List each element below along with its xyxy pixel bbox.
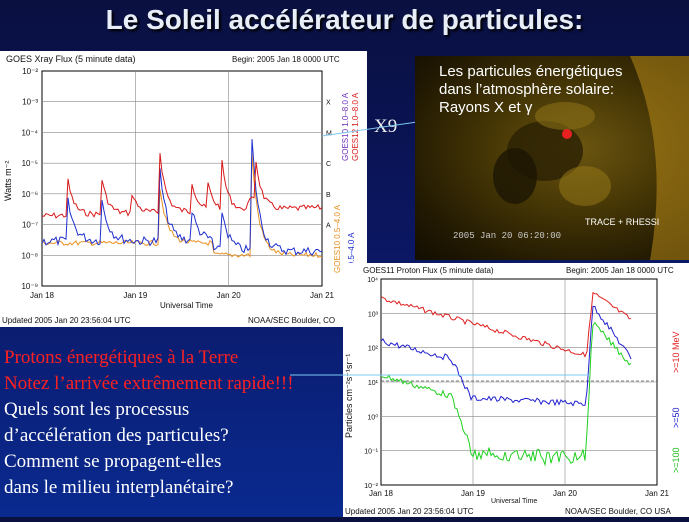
proton-ytick: 10⁻² <box>364 483 378 490</box>
xray-class-label: C <box>326 161 331 168</box>
xray-class-label: X <box>326 100 331 107</box>
proton-ylabel: Particles cm⁻²s⁻¹sr⁻¹ <box>344 354 354 438</box>
proton-ytick: 10⁻¹ <box>364 449 378 456</box>
xray-xtick: Jan 18 <box>30 291 55 300</box>
xray-series-short <box>41 139 323 257</box>
xray-legend-2: GOES12 1.0–8.0 A <box>351 92 360 161</box>
proton-ytick: 10⁴ <box>367 277 378 284</box>
xray-ytick: 10⁻⁷ <box>22 221 38 230</box>
xray-chart: GOES Xray Flux (5 minute data) Begin: 20… <box>2 54 360 325</box>
proton-series-10mev <box>380 291 632 358</box>
xray-chart-panel: GOES Xray Flux (5 minute data) Begin: 20… <box>0 51 367 327</box>
proton-ytick: 10² <box>368 346 379 353</box>
question-line-5: Comment se propagent-elles <box>4 451 222 472</box>
proton-xtick: Jan 20 <box>553 489 578 498</box>
xray-legend-4: 2 0.5–4.0 A <box>347 232 356 273</box>
proton-pointer-line <box>290 374 590 376</box>
xray-series-long <box>41 153 323 219</box>
question-line-1: Protons énergétiques à la Terre <box>4 347 239 368</box>
proton-footer-right: NOAA/SEC Boulder, CO USA <box>565 507 671 516</box>
proton-legend-100: >=100 <box>671 447 681 473</box>
proton-xtick: Jan 19 <box>461 489 486 498</box>
slide-title: Le Soleil accélérateur de particules: <box>105 4 584 35</box>
proton-ytick: 10⁰ <box>367 413 378 421</box>
sun-caption-line1: Les particules énergétiques <box>439 63 623 80</box>
xray-series-goes10-short <box>41 153 323 258</box>
xray-chart-title: GOES Xray Flux (5 minute data) <box>6 54 136 64</box>
proton-chart: GOES11 Proton Flux (5 minute data) Begin… <box>344 266 681 516</box>
proton-chart-title: GOES11 Proton Flux (5 minute data) <box>363 266 494 275</box>
xray-ytick: 10⁻³ <box>22 98 38 107</box>
proton-legend-10: >=10 MeV <box>671 331 681 373</box>
xray-ytick: 10⁻⁵ <box>22 159 38 168</box>
xray-xtick: Jan 20 <box>217 291 242 300</box>
question-line-4: d’accélération des particules? <box>4 425 229 446</box>
sun-timestamp: 2005 Jan 20 06:20:00 <box>453 231 561 241</box>
question-line-6: dans le milieu interplanétaire? <box>4 477 234 498</box>
proton-xtick: Jan 21 <box>645 489 670 498</box>
question-line-3: Quels sont les processus <box>4 399 190 420</box>
proton-ytick: 10³ <box>368 311 379 318</box>
proton-series-100mev <box>380 321 632 467</box>
xray-ytick: 10⁻² <box>22 67 38 76</box>
xray-class-label: B <box>326 192 331 199</box>
xray-ytick: 10⁻⁴ <box>21 128 38 137</box>
xray-footer-right: NOAA/SEC Boulder, CO <box>248 316 335 325</box>
question-line-2: Notez l’arrivée extrêmement rapide!!! <box>4 373 294 394</box>
xray-xtick: Jan 19 <box>123 291 148 300</box>
proton-footer-left: Updated 2005 Jan 20 23:56:04 UTC <box>345 507 474 516</box>
proton-xlabel: Universal Time <box>491 498 537 505</box>
x9-pointer-line <box>322 121 417 137</box>
sun-caption-line2: dans l’atmosphère solaire: <box>439 81 615 98</box>
xray-ylabel: Watts m⁻² <box>3 161 13 201</box>
xray-legend-3: GOES10 0.5–4.0 A <box>333 204 342 273</box>
proton-series-50mev <box>380 305 632 407</box>
proton-chart-panel: GOES11 Proton Flux (5 minute data) Begin… <box>343 263 689 517</box>
xray-legend-1: GOES10 1.0–8.0 A <box>341 92 350 161</box>
xray-ytick: 10⁻⁶ <box>22 190 38 199</box>
xray-ytick: 10⁻⁹ <box>21 282 38 291</box>
sun-caption-line3: Rayons X et γ <box>439 99 533 116</box>
xray-class-label: M <box>326 130 332 137</box>
xray-chart-begin: Begin: 2005 Jan 18 0000 UTC <box>232 55 340 64</box>
sun-image: 2005 Jan 20 06:20:00 Les particules éner… <box>415 56 689 260</box>
proton-xtick: Jan 18 <box>369 489 394 498</box>
xray-ytick: 10⁻⁸ <box>22 251 39 260</box>
sun-instrument: TRACE + RHESSI <box>585 217 660 227</box>
xray-xtick: Jan 21 <box>310 291 335 300</box>
rhessi-source-marker <box>562 129 572 139</box>
proton-ytick: 10¹ <box>368 380 379 387</box>
proton-legend-50: >=50 <box>671 407 681 428</box>
xray-plot-frame <box>41 70 323 287</box>
question-text-block: Protons énergétiques à la Terre Notez l’… <box>4 345 338 501</box>
xray-footer-left: Updated 2005 Jan 20 23:56:04 UTC <box>2 316 131 325</box>
xray-class-label: A <box>326 223 331 230</box>
sun-texture: 2005 Jan 20 06:20:00 <box>453 56 689 260</box>
proton-chart-begin: Begin: 2005 Jan 18 0000 UTC <box>566 266 674 275</box>
xray-xlabel: Universal Time <box>160 301 213 310</box>
